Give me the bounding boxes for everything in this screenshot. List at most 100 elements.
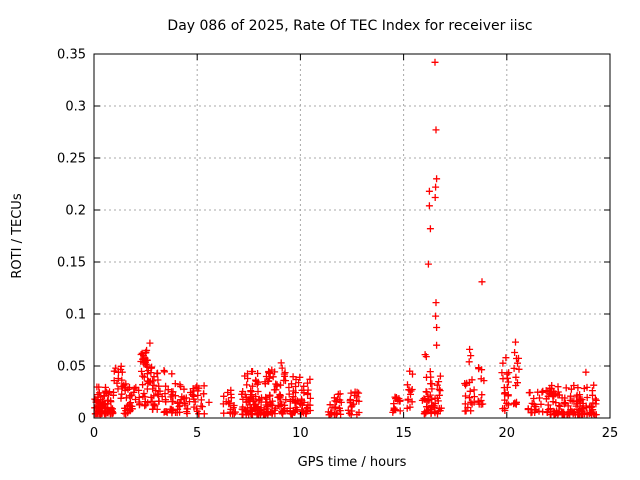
y-tick-labels: 0 0.05 0.1 0.15 0.2 0.25 0.3 0.35	[57, 48, 86, 427]
data-point	[424, 393, 432, 401]
data-point	[501, 390, 508, 398]
data-point	[428, 395, 436, 403]
data-point	[244, 404, 251, 412]
data-point	[244, 370, 251, 378]
data-point	[424, 260, 432, 268]
data-point	[180, 385, 188, 393]
data-point	[252, 393, 260, 400]
data-point	[536, 394, 543, 402]
data-point	[276, 391, 284, 399]
data-point	[109, 391, 117, 399]
y-tick-label: 0.3	[65, 100, 86, 115]
data-point	[143, 363, 151, 371]
data-point	[433, 394, 441, 402]
data-point	[558, 394, 566, 402]
data-point	[176, 402, 184, 410]
data-point	[139, 359, 147, 367]
data-point	[118, 368, 126, 376]
data-point	[296, 373, 304, 381]
x-tick-label: 20	[499, 426, 516, 441]
data-point	[569, 410, 577, 418]
data-point	[336, 407, 344, 415]
data-point	[289, 393, 297, 401]
data-point	[432, 299, 440, 307]
data-point	[465, 358, 473, 366]
data-point	[406, 403, 414, 411]
data-point	[297, 400, 305, 408]
data-point	[502, 354, 510, 362]
data-point	[553, 407, 561, 415]
data-point	[512, 338, 519, 346]
data-point	[306, 394, 314, 402]
data-point	[155, 382, 163, 390]
data-point	[346, 396, 354, 403]
data-point	[418, 396, 426, 404]
data-point	[466, 394, 473, 402]
data-point	[477, 400, 485, 408]
data-point	[300, 389, 308, 397]
data-point	[431, 408, 439, 416]
data-point	[326, 401, 334, 409]
data-point	[247, 388, 255, 396]
data-point	[270, 386, 278, 394]
data-point	[138, 367, 145, 375]
data-point	[102, 409, 110, 417]
data-point	[422, 409, 430, 417]
data-point	[423, 373, 430, 381]
data-point	[436, 372, 444, 380]
data-point	[304, 379, 311, 387]
data-point	[407, 387, 415, 395]
data-point	[94, 397, 102, 405]
data-point	[261, 411, 269, 419]
data-point	[468, 400, 476, 408]
data-point	[141, 402, 149, 410]
data-point	[130, 388, 138, 396]
data-point	[288, 380, 295, 388]
data-point	[101, 400, 109, 408]
data-point	[200, 390, 207, 398]
data-point	[404, 381, 411, 389]
data-point	[188, 391, 196, 399]
data-point	[512, 373, 520, 381]
data-point	[112, 364, 120, 372]
data-point	[435, 378, 443, 386]
data-point	[118, 376, 126, 384]
data-point	[567, 392, 575, 400]
data-point	[428, 380, 436, 388]
data-point	[268, 407, 276, 415]
data-point	[140, 390, 148, 397]
data-point	[426, 368, 434, 376]
data-point	[337, 398, 345, 406]
x-tick-label: 10	[292, 426, 309, 441]
data-point	[558, 411, 566, 419]
data-point	[266, 392, 274, 400]
data-point	[269, 373, 277, 381]
data-point	[191, 398, 199, 406]
data-point	[155, 397, 163, 405]
data-point	[330, 394, 338, 402]
data-point	[272, 404, 279, 412]
data-point	[592, 400, 600, 408]
data-point	[468, 376, 476, 384]
y-tick-label: 0.35	[57, 48, 86, 63]
data-point	[467, 352, 475, 360]
data-point	[97, 393, 105, 401]
x-tick-labels: 0 5 10 15 20 25	[90, 426, 618, 441]
data-point	[181, 401, 189, 409]
data-point	[172, 409, 179, 416]
data-point	[524, 405, 532, 413]
data-point	[588, 403, 596, 410]
data-point	[300, 382, 308, 390]
data-point	[113, 379, 121, 387]
data-point	[389, 408, 397, 416]
data-point	[535, 407, 543, 415]
data-point	[108, 407, 116, 415]
data-point	[289, 373, 297, 381]
data-point	[194, 387, 202, 395]
data-point	[351, 391, 359, 399]
data-point	[574, 384, 582, 392]
data-point	[143, 346, 151, 354]
data-point	[544, 401, 552, 409]
data-point	[498, 369, 506, 377]
data-point	[254, 378, 262, 386]
